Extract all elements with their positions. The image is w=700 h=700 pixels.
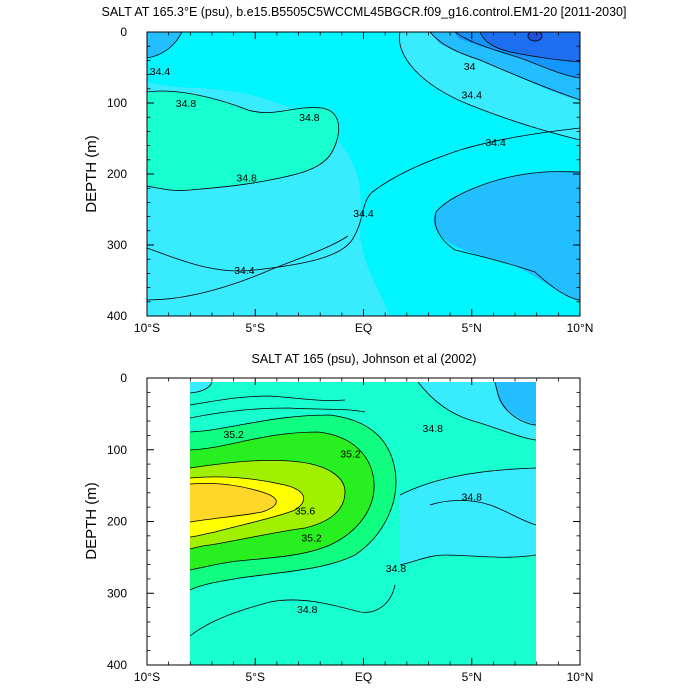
model-contour-label: 34.4 bbox=[462, 89, 483, 101]
obs-region-34-6c bbox=[400, 468, 536, 565]
obs-panel-title: SALT AT 165 (psu), Johnson et al (2002) bbox=[252, 352, 477, 366]
obs-contour-label: 35.2 bbox=[340, 448, 361, 460]
model-y-axis-label: DEPTH (m) bbox=[83, 135, 100, 213]
obs-contour-label: 34.8 bbox=[386, 563, 407, 575]
model-x-tick-label: 10°S bbox=[134, 321, 160, 335]
model-x-tick-label: 5°S bbox=[246, 321, 265, 335]
obs-x-tick-label: 10°S bbox=[134, 670, 160, 684]
model-contour-lines bbox=[147, 32, 580, 301]
obs-y-axis-label: DEPTH (m) bbox=[83, 482, 100, 560]
obs-region-35-7 bbox=[190, 483, 277, 522]
model-region-34-2 bbox=[433, 171, 580, 300]
obs-x-tick-label: EQ bbox=[355, 670, 372, 684]
model-contour-label: 34.8 bbox=[236, 173, 257, 185]
model-contour-label: 34.8 bbox=[299, 112, 320, 124]
model-region-34-9 bbox=[147, 91, 339, 191]
model-y-tick-label: 0 bbox=[120, 25, 127, 39]
model-y-tick-label: 200 bbox=[107, 167, 127, 181]
obs-region-34-2 bbox=[495, 382, 536, 425]
model-contour-label: 34.8 bbox=[176, 98, 197, 110]
obs-y-tick-label: 400 bbox=[107, 658, 127, 672]
obs-contour-label: 35.2 bbox=[223, 429, 244, 441]
obs-contour-label: 35.2 bbox=[301, 532, 322, 544]
model-x-tick-label: 10°N bbox=[567, 321, 594, 335]
model-x-tick-label: 5°N bbox=[462, 321, 482, 335]
obs-x-tick-label: 5°S bbox=[246, 670, 265, 684]
obs-contour-lines bbox=[189, 381, 537, 637]
model-region-34-2c bbox=[147, 32, 182, 58]
model-panel: SALT AT 165.3°E (psu), b.e15.B5505C5WCCM… bbox=[83, 5, 626, 335]
obs-y-tick-label: 100 bbox=[107, 443, 127, 457]
obs-axes: 10°S 5°S EQ 5°N 10°N 0 100 200 300 400 DEPTH (m) bbox=[83, 371, 593, 684]
model-x-tick-label: EQ bbox=[355, 321, 372, 335]
model-contour-label: 34.4 bbox=[485, 137, 506, 149]
obs-contour-labels: 35.2 35.2 34.8 35.6 35.2 34.8 34.8 34.8 bbox=[223, 423, 483, 616]
obs-contour-label: 34.8 bbox=[297, 604, 318, 616]
model-panel-title: SALT AT 165.3°E (psu), b.e15.B5505C5WCCM… bbox=[102, 5, 627, 19]
model-contour-label: 34 bbox=[464, 61, 476, 73]
model-region-33-5 bbox=[528, 32, 542, 41]
obs-y-tick-label: 300 bbox=[107, 586, 127, 600]
obs-contour-label: 35.6 bbox=[295, 506, 316, 518]
obs-contour-label: 34.8 bbox=[423, 423, 444, 435]
model-contour-label: 34.4 bbox=[353, 208, 374, 220]
model-contour-fill bbox=[147, 32, 580, 316]
model-contour-label: 34.4 bbox=[150, 66, 171, 78]
obs-x-tick-label: 5°N bbox=[462, 670, 482, 684]
model-axes: 10°S 5°S EQ 5°N 10°N 0 100 200 300 400 DEPTH (m) bbox=[83, 25, 593, 335]
model-y-tick-label: 300 bbox=[107, 238, 127, 252]
obs-panel: SALT AT 165 (psu), Johnson et al (2002) bbox=[83, 352, 593, 684]
model-region-33-7 bbox=[480, 32, 580, 62]
model-contour-label: 34.4 bbox=[234, 265, 255, 277]
model-contour-labels: 34.4 34.8 34.8 34.8 34.4 34.4 34 34.4 34.4 bbox=[150, 61, 506, 277]
obs-x-tick-label: 10°N bbox=[567, 670, 594, 684]
obs-contour-fill bbox=[189, 381, 537, 665]
model-y-tick-label: 400 bbox=[107, 309, 127, 323]
obs-y-tick-label: 0 bbox=[120, 371, 127, 385]
obs-y-tick-label: 200 bbox=[107, 515, 127, 529]
model-y-tick-label: 100 bbox=[107, 96, 127, 110]
obs-contour-label: 34.8 bbox=[462, 491, 483, 503]
obs-region-34-6a bbox=[190, 382, 212, 393]
